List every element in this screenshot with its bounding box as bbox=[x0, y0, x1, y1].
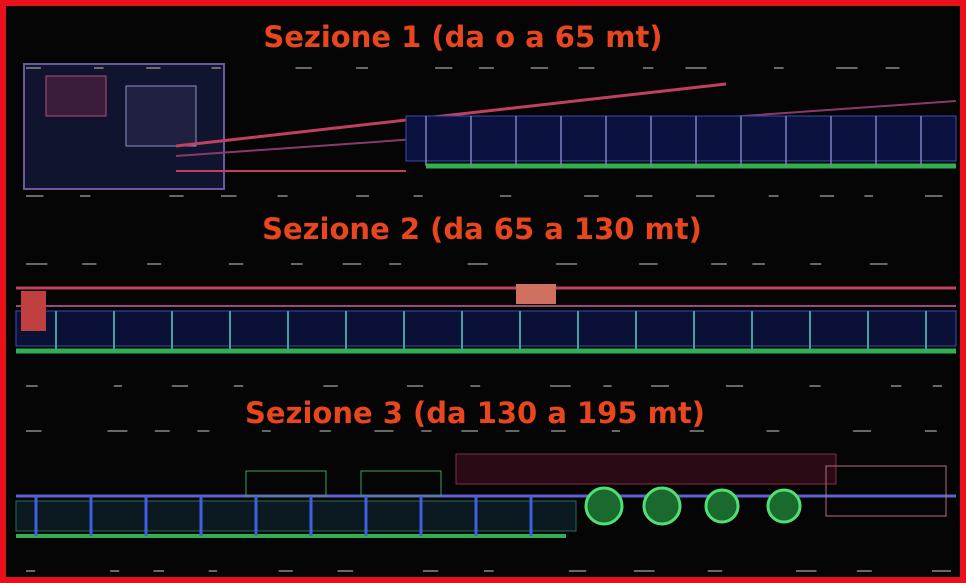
cad-linework bbox=[16, 64, 956, 571]
machine-part bbox=[126, 86, 196, 146]
cad-drawing: Sezione 1 (da o a 65 mt) Sezione 2 (da 6… bbox=[6, 6, 960, 577]
machine-part bbox=[46, 76, 106, 116]
frame-block bbox=[406, 116, 956, 161]
roller bbox=[644, 488, 680, 524]
roller bbox=[586, 488, 622, 524]
frame-block bbox=[16, 501, 576, 531]
machine-part bbox=[516, 284, 556, 304]
frame-block bbox=[456, 454, 836, 484]
frame-block bbox=[16, 311, 956, 346]
section-label: Sezione 3 (da 130 a 195 mt) bbox=[245, 396, 705, 430]
machine-part bbox=[246, 471, 326, 496]
machine-part bbox=[361, 471, 441, 496]
section-label: Sezione 1 (da o a 65 mt) bbox=[263, 20, 662, 54]
machine-part bbox=[21, 291, 46, 331]
roller bbox=[706, 490, 738, 522]
page: Sezione 1 (da o a 65 mt) Sezione 2 (da 6… bbox=[0, 0, 966, 583]
roller bbox=[768, 490, 800, 522]
machine-part bbox=[826, 466, 946, 516]
drawing-frame: Sezione 1 (da o a 65 mt) Sezione 2 (da 6… bbox=[0, 0, 966, 583]
section-label: Sezione 2 (da 65 a 130 mt) bbox=[262, 212, 702, 246]
